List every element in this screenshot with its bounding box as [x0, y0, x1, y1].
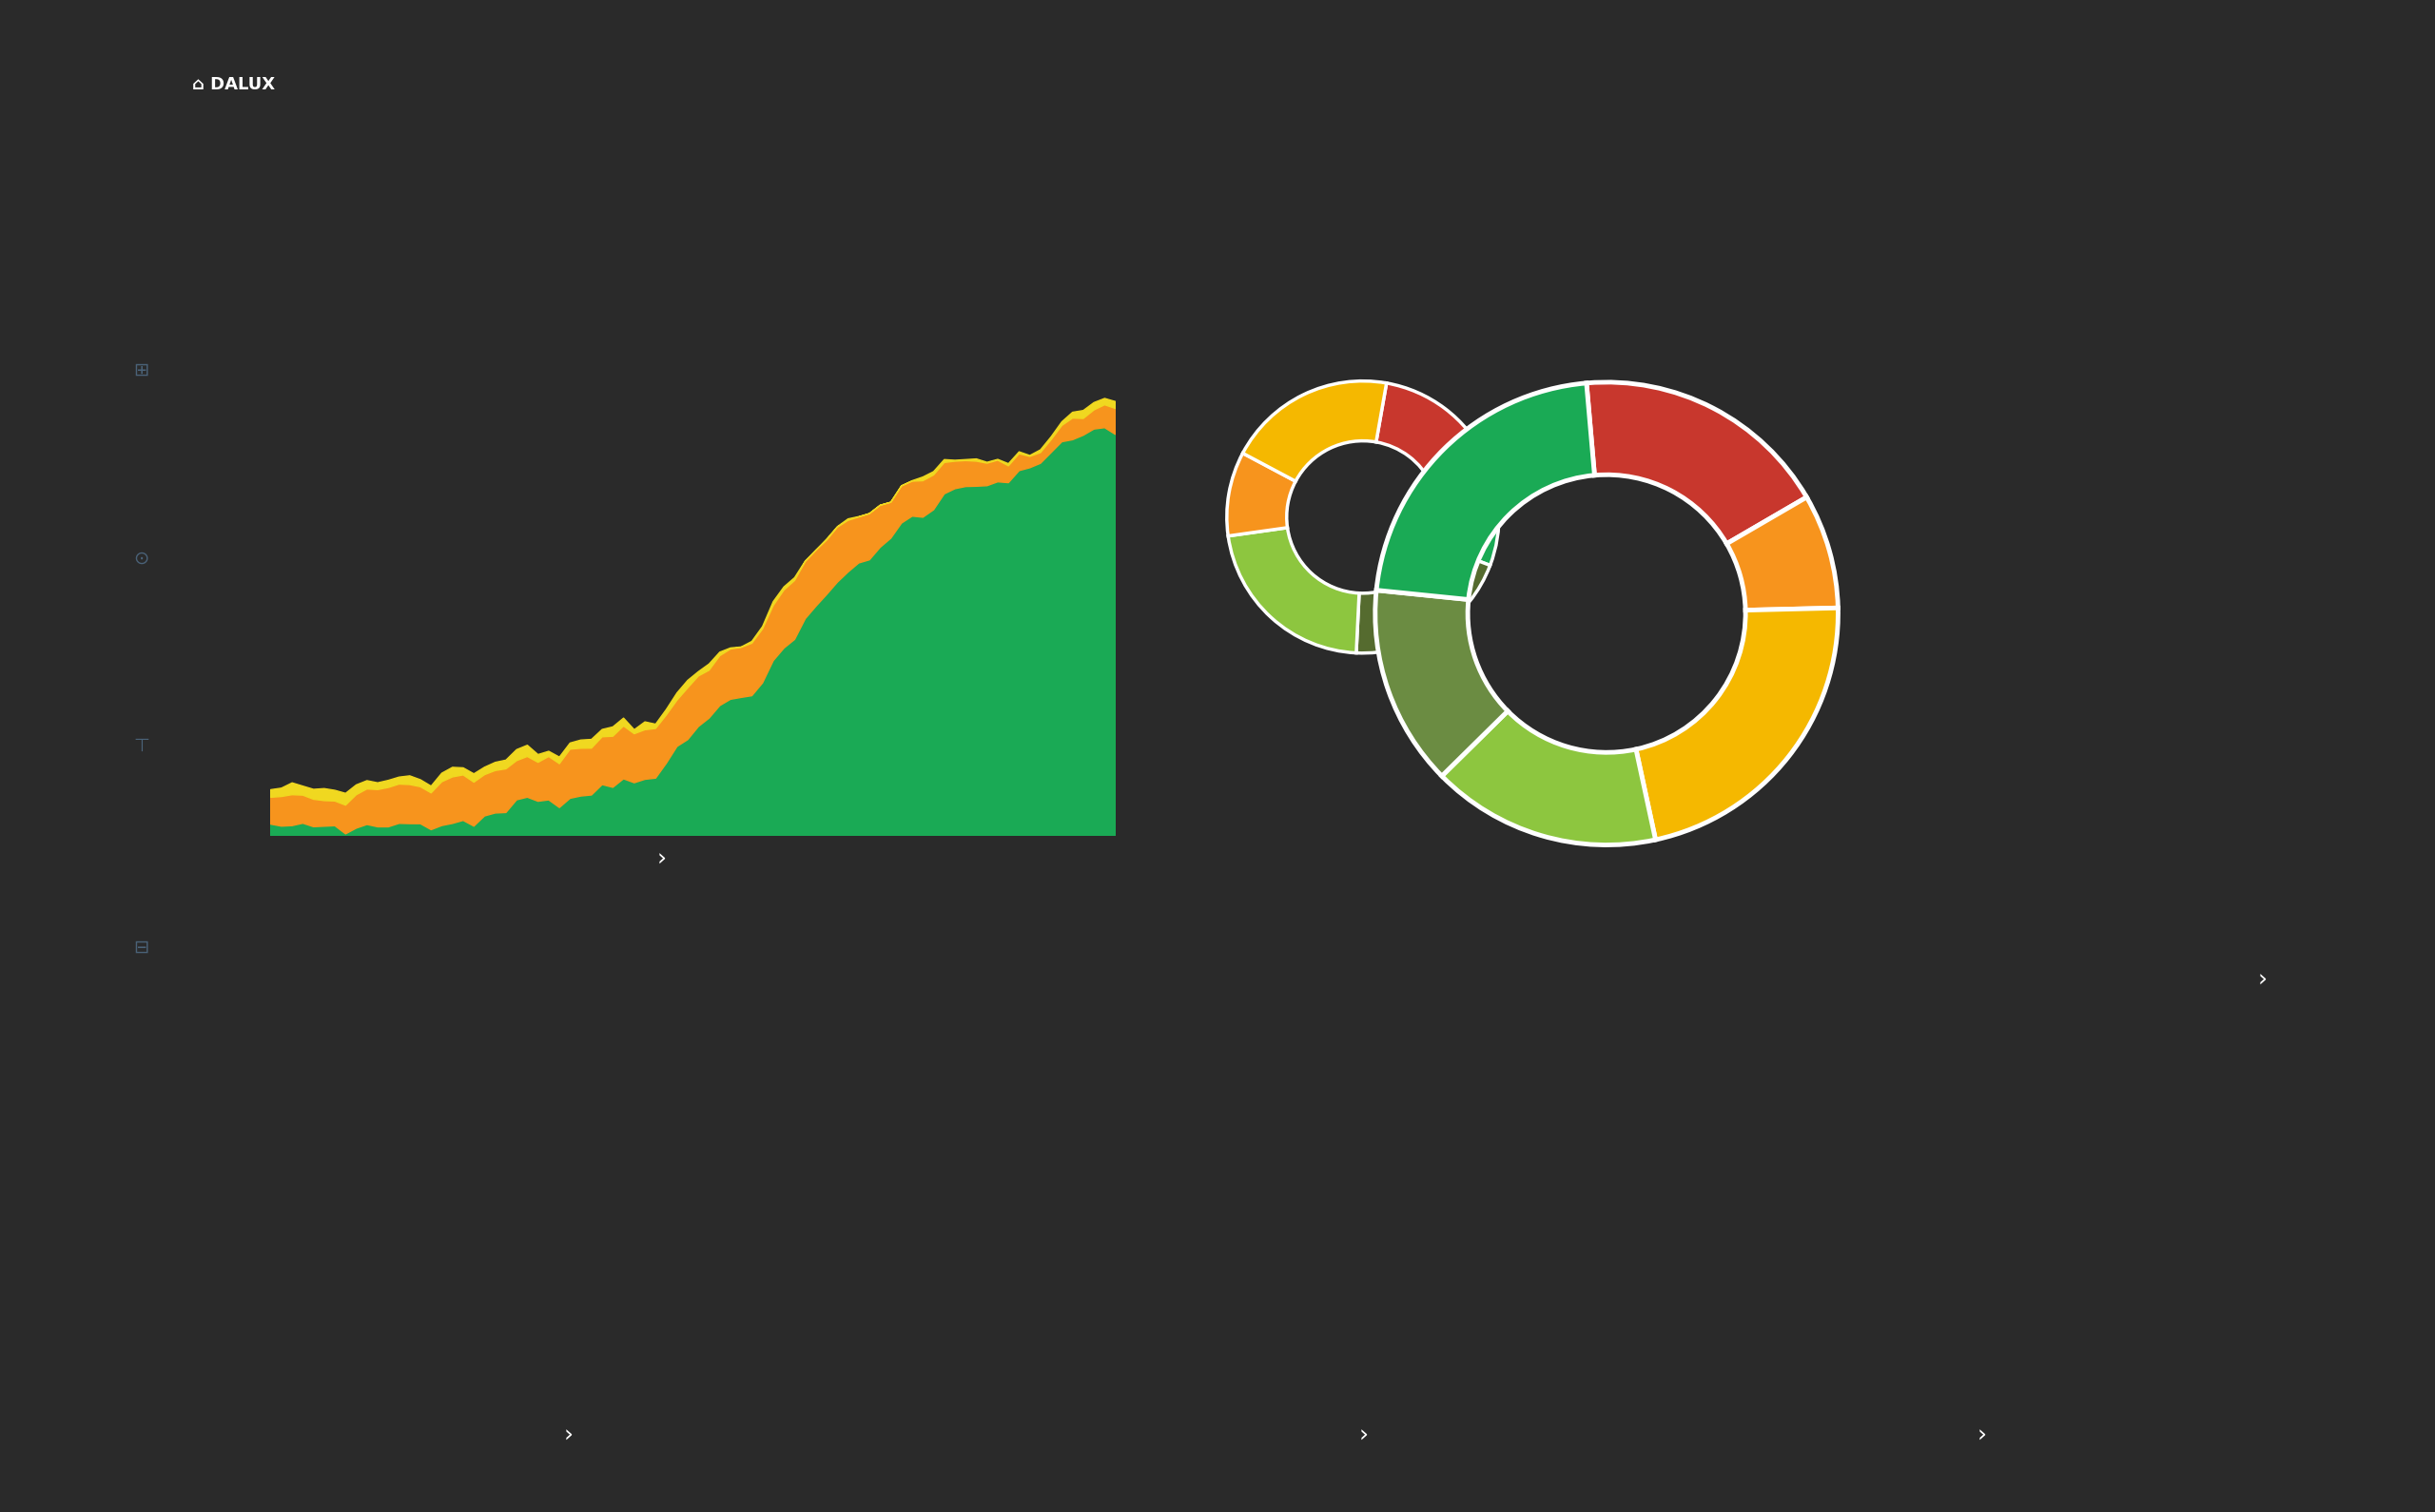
Text: ⊟: ⊟ [134, 939, 149, 957]
Wedge shape [1588, 383, 1807, 544]
Wedge shape [1432, 458, 1500, 565]
Text: ›: › [1359, 1424, 1368, 1447]
Wedge shape [1356, 544, 1490, 653]
Wedge shape [1376, 383, 1485, 484]
Text: ⌂ DALUX: ⌂ DALUX [192, 76, 275, 94]
Wedge shape [1376, 383, 1595, 600]
Text: ›: › [565, 1424, 575, 1447]
Text: ›: › [1977, 1424, 1987, 1447]
Wedge shape [1442, 711, 1656, 845]
Wedge shape [1227, 528, 1359, 653]
Wedge shape [1636, 608, 1838, 839]
Wedge shape [1376, 590, 1507, 776]
Wedge shape [1242, 381, 1386, 481]
Text: ⊙: ⊙ [134, 549, 149, 567]
Wedge shape [1227, 454, 1295, 535]
Text: ⊤: ⊤ [134, 738, 149, 754]
Text: ›: › [657, 848, 667, 871]
Text: ›: › [2257, 969, 2267, 992]
Wedge shape [1726, 497, 1838, 611]
Text: ⊞: ⊞ [134, 361, 149, 380]
